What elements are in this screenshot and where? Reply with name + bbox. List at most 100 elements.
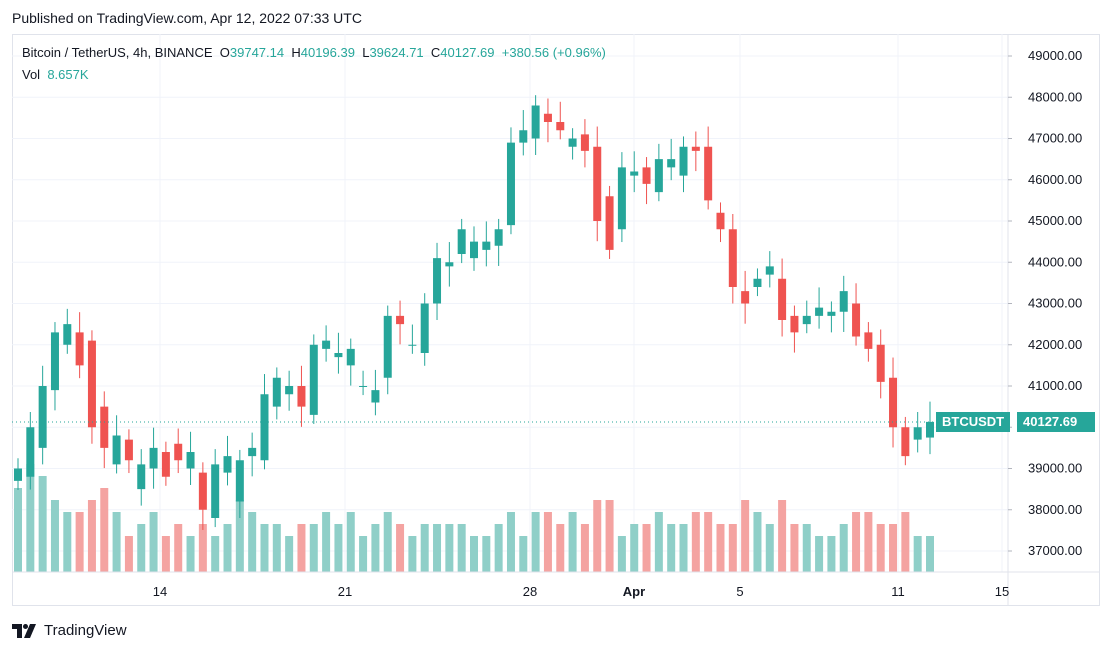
- candle-body: [889, 377, 898, 428]
- volume-bar: [63, 512, 72, 572]
- volume-bar: [445, 524, 454, 572]
- volume-bar: [371, 524, 380, 572]
- candle: [531, 95, 540, 155]
- candle: [568, 128, 577, 160]
- candle-body: [112, 435, 121, 465]
- candle-body: [260, 394, 269, 461]
- candle: [75, 312, 84, 379]
- candle-body: [38, 386, 47, 448]
- time-axis: 14 21 28 Apr 5 11 15: [12, 571, 1100, 599]
- candle: [642, 157, 651, 205]
- candle: [272, 367, 281, 420]
- candle: [654, 143, 663, 202]
- y-tick-label: 38000.00: [1028, 502, 1082, 517]
- candle-body: [186, 452, 195, 469]
- volume-bar: [211, 536, 220, 572]
- candle: [630, 151, 639, 193]
- x-tick-label: 14: [153, 584, 167, 599]
- candle-body: [790, 315, 799, 333]
- volume-bar: [815, 536, 824, 572]
- volume-bar: [790, 524, 799, 572]
- candle: [470, 226, 478, 271]
- candle: [876, 329, 885, 399]
- candle-body: [100, 406, 109, 448]
- candle-body: [765, 266, 774, 275]
- candle-body: [359, 386, 368, 387]
- candle: [100, 391, 109, 469]
- candle-body: [235, 460, 244, 502]
- candle-body: [161, 452, 170, 477]
- volume-bar: [704, 512, 713, 572]
- candle-body: [864, 332, 873, 349]
- volume-bar: [741, 500, 750, 572]
- volume-bar: [75, 512, 84, 572]
- candle: [285, 370, 294, 411]
- y-tick-label: 37000.00: [1028, 543, 1082, 558]
- volume-bar: [408, 536, 417, 572]
- legend-close-label: C: [430, 45, 441, 60]
- x-tick-label: 5: [736, 584, 743, 599]
- candle: [408, 324, 417, 354]
- volume-bar: [593, 500, 602, 572]
- candle-body: [593, 146, 602, 221]
- candle: [433, 242, 442, 320]
- candle: [420, 293, 429, 366]
- volume-bar: [100, 488, 109, 572]
- legend-change: +380.56 (+0.96%): [501, 45, 606, 60]
- candle: [593, 126, 602, 242]
- candle: [864, 322, 873, 362]
- candle-body: [346, 348, 355, 366]
- y-tick-label: 39000.00: [1028, 461, 1082, 476]
- volume-bar: [531, 512, 540, 572]
- candle: [359, 370, 368, 396]
- legend-low: 39624.71: [369, 45, 424, 60]
- volume-bar: [827, 536, 836, 572]
- candle-body: [248, 447, 257, 457]
- candle-body: [543, 113, 552, 122]
- candle-body: [26, 427, 35, 477]
- x-tick-label: Apr: [623, 584, 645, 599]
- candle: [617, 152, 626, 243]
- candle: [248, 432, 257, 477]
- candle-body: [519, 130, 528, 143]
- volume-bar: [174, 524, 183, 572]
- chart-grid: [12, 34, 1008, 572]
- volume-bar: [420, 524, 429, 572]
- candle-body: [876, 344, 885, 382]
- candle: [63, 308, 72, 354]
- volume-bar: [260, 524, 269, 572]
- y-tick-label: 45000.00: [1028, 213, 1082, 228]
- candle-body: [309, 344, 318, 415]
- candle: [38, 365, 47, 465]
- volume-bar: [198, 524, 207, 572]
- candle: [87, 330, 96, 444]
- volume-bar: [778, 500, 787, 572]
- candle-body: [741, 291, 750, 304]
- candle: [112, 415, 121, 474]
- x-tick-label: 15: [995, 584, 1009, 599]
- chart-frame: [12, 34, 1100, 606]
- volume-bar: [383, 512, 392, 572]
- footer-brand[interactable]: TradingView: [12, 622, 127, 639]
- volume-bar: [667, 524, 676, 572]
- candlestick-chart[interactable]: 49000.00 48000.00 47000.00 46000.00 45000.00…: [12, 34, 1100, 606]
- candle: [198, 462, 207, 530]
- volume-bar: [556, 524, 565, 572]
- candle-body: [198, 472, 207, 510]
- candle-body: [482, 241, 491, 250]
- volume-bar: [654, 512, 663, 572]
- candle: [913, 411, 922, 453]
- candle-body: [679, 146, 688, 176]
- candle-body: [174, 443, 183, 461]
- candle: [26, 411, 35, 490]
- candle-body: [839, 291, 848, 312]
- y-tick-label: 44000.00: [1028, 254, 1082, 269]
- candle: [322, 325, 331, 362]
- candle: [556, 101, 565, 140]
- candle-body: [568, 138, 577, 147]
- candle: [297, 365, 306, 427]
- volume-bar: [470, 536, 478, 572]
- candle-body: [852, 303, 861, 337]
- candle: [839, 275, 848, 332]
- candle: [790, 305, 799, 353]
